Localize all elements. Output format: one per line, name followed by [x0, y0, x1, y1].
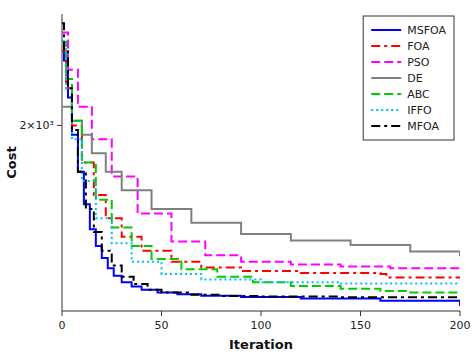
legend-label: MSFOA [407, 24, 446, 37]
x-tick [161, 311, 162, 316]
x-tick [460, 311, 461, 316]
legend: MSFOA FOA PSO DE ABC IFFO MFOA [363, 16, 454, 140]
legend-box [363, 16, 454, 140]
legend-swatch [371, 77, 401, 79]
x-tick-label: 0 [59, 319, 66, 332]
y-axis-label: Cost [4, 146, 19, 178]
x-axis-label: Iteration [229, 337, 293, 352]
legend-label: IFFO [407, 104, 432, 117]
y-tick [57, 125, 62, 126]
x-tick [62, 311, 63, 316]
legend-label: PSO [407, 56, 430, 69]
legend-label: DE [407, 72, 422, 85]
legend-swatch [371, 61, 401, 63]
axes: 0 50 100 150 200 2×10³ [19, 14, 470, 332]
legend-swatch [371, 29, 401, 31]
x-tick-label: 100 [251, 319, 272, 332]
chart: 0 50 100 150 200 2×10³ Iteration Cost MSFOA FOA PS… [0, 0, 474, 357]
x-tick-label: 50 [155, 319, 169, 332]
y-axis-line [62, 14, 63, 311]
series-line [62, 42, 460, 284]
x-tick [360, 311, 361, 316]
legend-swatch [371, 45, 401, 47]
x-tick [261, 311, 262, 316]
legend-label: FOA [407, 40, 430, 53]
legend-swatch [371, 109, 401, 111]
x-tick-label: 200 [450, 319, 471, 332]
legend-swatch [371, 125, 401, 127]
x-tick-label: 150 [350, 319, 371, 332]
background [0, 0, 474, 357]
legend-label: ABC [407, 88, 430, 101]
legend-label: MFOA [407, 120, 439, 133]
y-tick-label: 2×10³ [19, 119, 54, 132]
legend-swatch [371, 93, 401, 95]
